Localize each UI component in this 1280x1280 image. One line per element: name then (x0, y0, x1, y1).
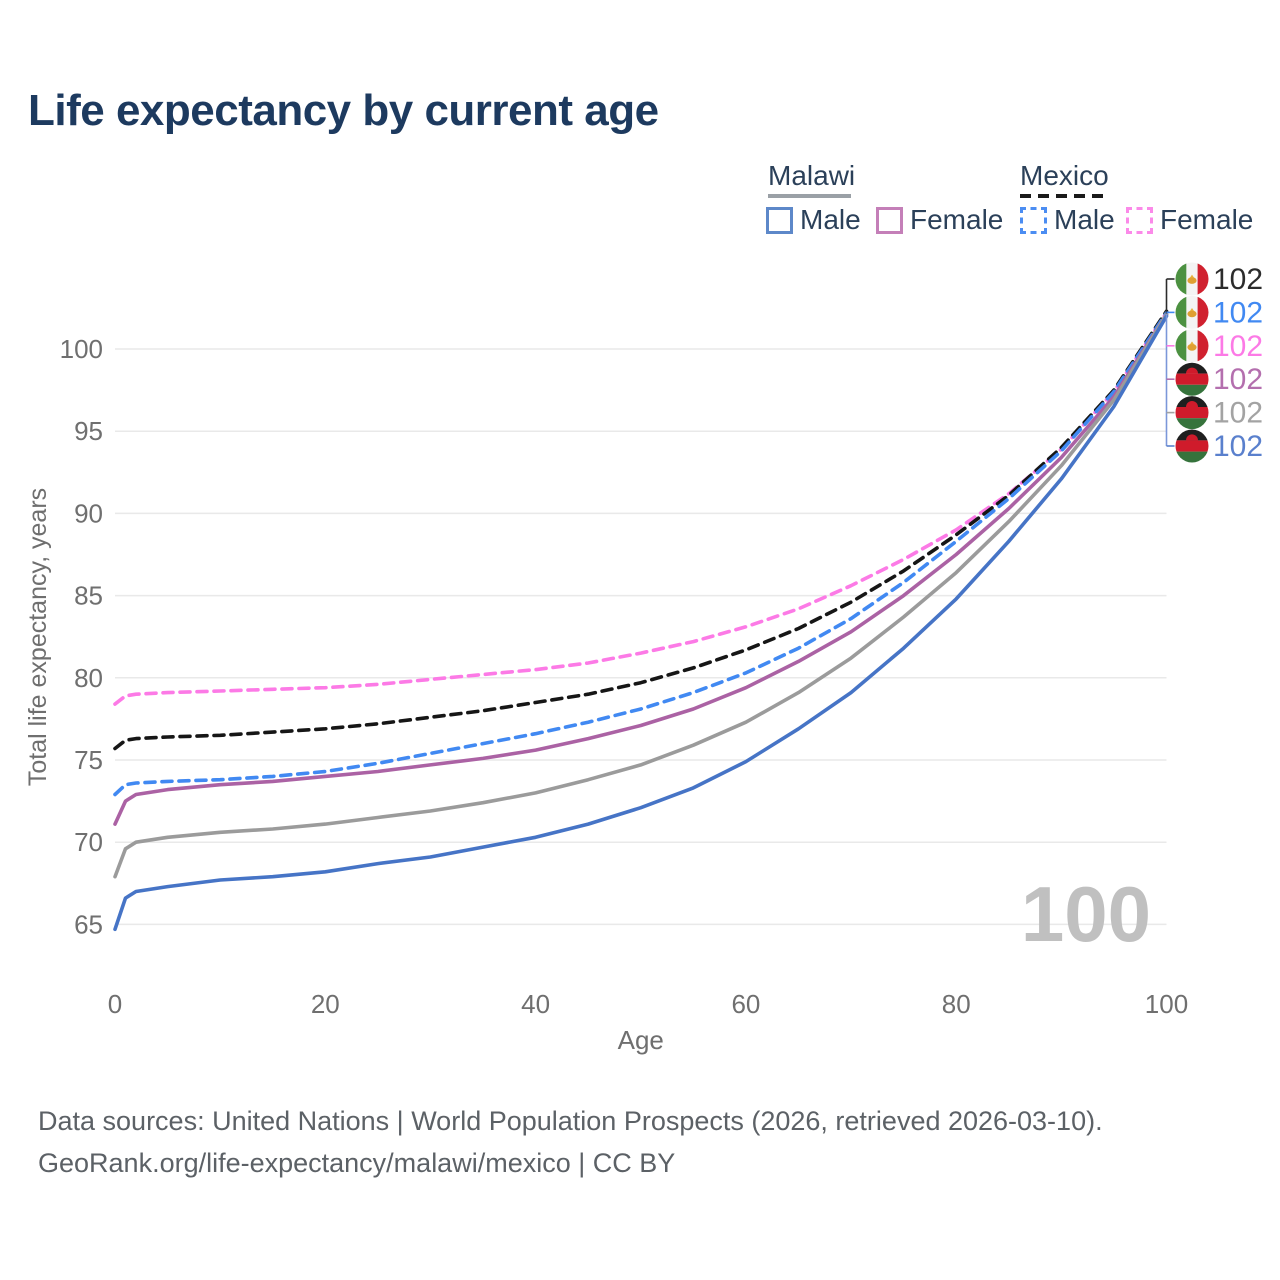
malawi-male-checkbox-icon[interactable] (766, 206, 793, 234)
legend-label[interactable]: Male (1054, 204, 1115, 235)
mexico-flag-icon (1175, 295, 1209, 329)
malawi-flag-icon (1175, 429, 1209, 463)
series-line-mexico-female (113, 311, 1169, 706)
mexico-dashed-line-swatch (1020, 194, 1106, 198)
mexico-male-checkbox-icon[interactable] (1020, 206, 1047, 234)
series-line-malawi (113, 312, 1169, 879)
legend-group-malawi: Malawi (768, 160, 856, 191)
x-tick-label: 80 (942, 989, 971, 1019)
legend-item-mexico-female[interactable]: Female (1126, 204, 1253, 236)
end-value-mexico-male: 102 (1213, 296, 1263, 329)
x-tick-label: 60 (731, 989, 760, 1019)
legend-label[interactable]: Female (910, 204, 1004, 235)
legend-label[interactable]: Male (800, 204, 861, 235)
y-tick-label: 75 (74, 745, 103, 775)
series-line-mexico-male (113, 311, 1169, 797)
series-line-malawi-female (113, 312, 1169, 826)
end-value-mexico-all: 102 (1213, 263, 1263, 296)
legend-item-malawi-male[interactable]: Male (766, 204, 861, 236)
x-tick-label: 20 (311, 989, 340, 1019)
end-value-malawi-male: 102 (1213, 430, 1263, 463)
data-sources-text: Data sources: United Nations | World Pop… (38, 1106, 1103, 1136)
footer-attribution: Data sources: United Nations | World Pop… (38, 1100, 1103, 1184)
malawi-flag-icon (1175, 396, 1209, 430)
end-value-mexico-female: 102 (1213, 330, 1263, 363)
legend-label[interactable]: Female (1160, 204, 1254, 235)
series-line-malawi-male (113, 314, 1169, 932)
y-tick-label: 65 (74, 909, 103, 939)
y-tick-label: 100 (60, 334, 103, 364)
data-series (113, 309, 1169, 932)
end-value-malawi-female: 102 (1213, 363, 1263, 396)
malawi-female-checkbox-icon[interactable] (876, 206, 903, 234)
mexico-female-checkbox-icon[interactable] (1126, 206, 1153, 234)
mexico-flag-icon (1175, 329, 1209, 363)
age-counter-text: 100 (1021, 870, 1151, 958)
y-tick-label: 90 (74, 498, 103, 528)
x-tick-label: 0 (108, 989, 122, 1019)
legend-item-mexico-male[interactable]: Male (1020, 204, 1115, 236)
y-tick-label: 95 (74, 416, 103, 446)
axes: 65 70 75 80 85 90 95 100 0 20 40 60 80 100 Age Total li… (24, 334, 1188, 1055)
y-tick-label: 70 (74, 827, 103, 857)
y-axis-title: Total life expectancy, years (24, 488, 52, 786)
legend-group-mexico: Mexico (1020, 160, 1109, 191)
malawi-solid-line-swatch (768, 194, 851, 198)
source-url-text: GeoRank.org/life-expectancy/malawi/mexic… (38, 1148, 676, 1178)
x-tick-label: 100 (1145, 989, 1188, 1019)
age-counter-watermark: 100 (1021, 870, 1151, 958)
malawi-flag-icon (1175, 362, 1209, 396)
x-tick-label: 40 (521, 989, 550, 1019)
series-line-mexico (113, 309, 1169, 751)
page-title: Life expectancy by current age (28, 86, 659, 135)
y-tick-label: 80 (74, 663, 103, 693)
legend-item-malawi-female[interactable]: Female (876, 204, 1003, 236)
x-axis-title: Age (618, 1025, 664, 1055)
gridlines (115, 348, 1167, 926)
end-value-malawi-all: 102 (1213, 397, 1263, 430)
mexico-flag-icon (1175, 262, 1209, 296)
y-tick-label: 85 (74, 581, 103, 611)
